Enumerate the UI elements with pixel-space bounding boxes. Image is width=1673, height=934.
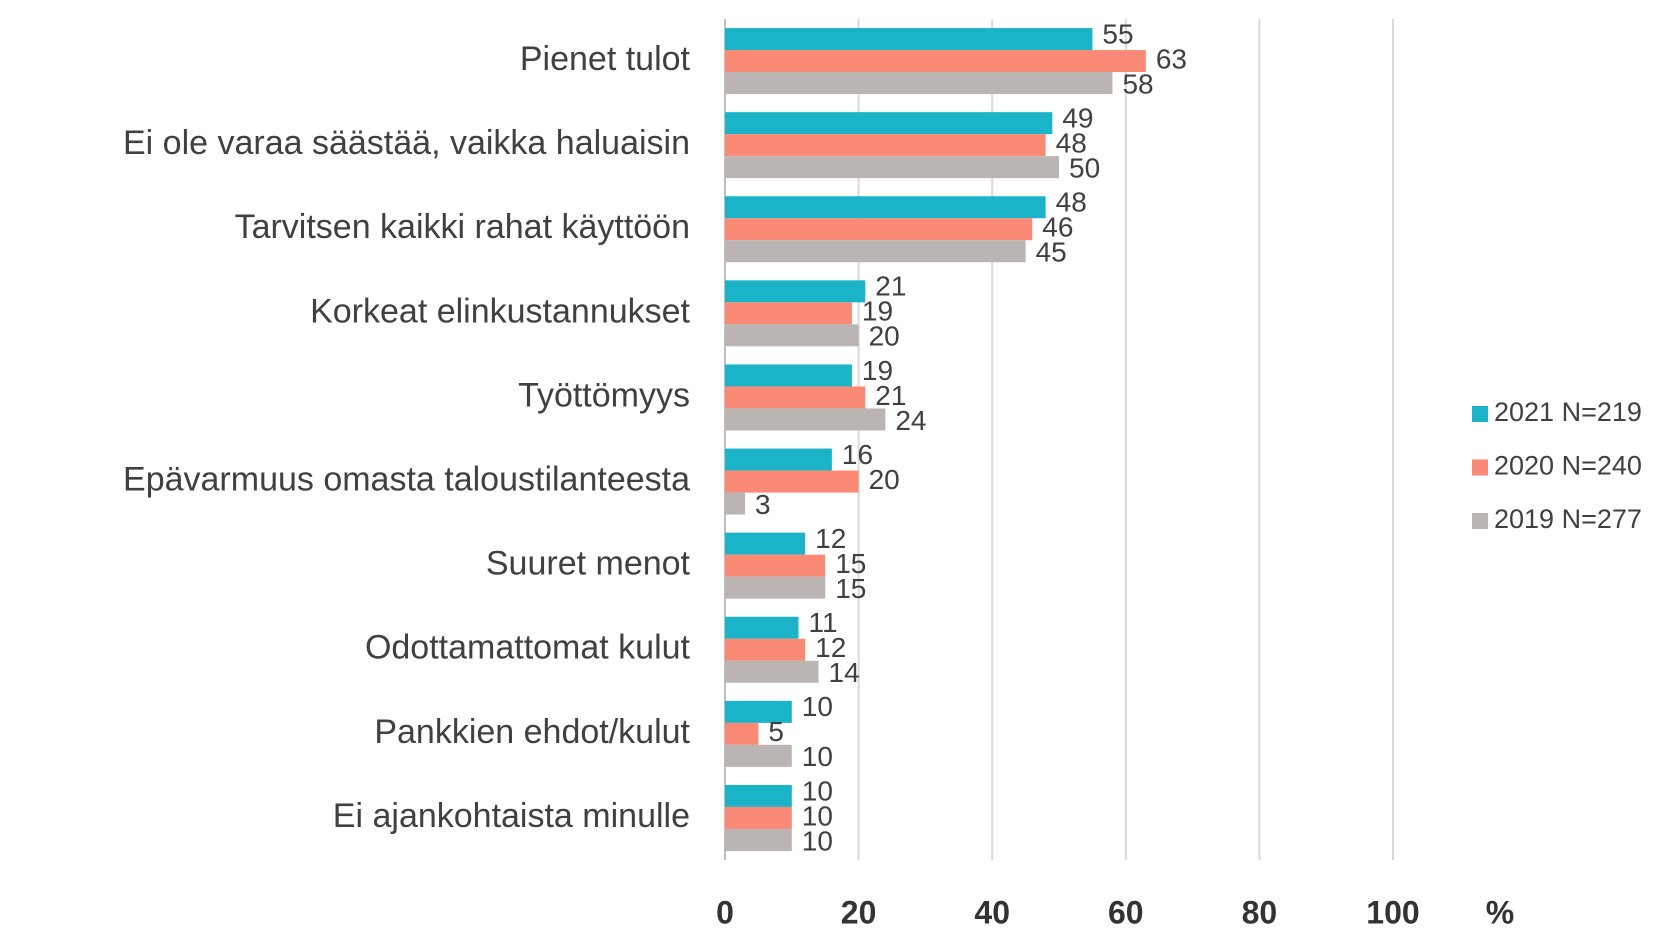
bar: [725, 386, 866, 409]
data-label: 48: [1056, 128, 1087, 159]
x-axis-label: %: [1486, 894, 1514, 930]
bar: [725, 364, 852, 387]
bar: [725, 134, 1046, 157]
x-tick-label: 20: [841, 894, 877, 930]
legend-label: 2019 N=277: [1494, 504, 1642, 534]
bar: [725, 240, 1026, 263]
data-label: 16: [842, 439, 873, 470]
data-label: 11: [808, 607, 837, 638]
bar: [725, 72, 1113, 95]
data-label: 24: [895, 405, 926, 436]
bar: [725, 470, 859, 493]
data-label: 10: [802, 800, 833, 831]
legend-label: 2020 N=240: [1494, 451, 1642, 481]
bar: [725, 492, 746, 515]
bar: [725, 50, 1146, 73]
category-label: Pankkien ehdot/kulut: [374, 713, 690, 751]
bar: [725, 638, 806, 661]
bar: [725, 156, 1059, 179]
data-label: 55: [1102, 18, 1133, 49]
bar: [725, 532, 806, 555]
bar: [725, 324, 859, 347]
data-label: 21: [875, 380, 906, 411]
data-label: 15: [835, 573, 866, 604]
category-label: Odottamattomat kulut: [365, 629, 691, 667]
bar: [725, 554, 826, 577]
legend-swatch: [1472, 406, 1488, 422]
data-label: 50: [1069, 153, 1100, 184]
bar: [725, 700, 792, 723]
data-label: 45: [1036, 237, 1067, 268]
category-label: Korkeat elinkustannukset: [310, 292, 690, 330]
x-tick-label: 0: [716, 894, 734, 930]
bar: [725, 448, 832, 471]
bar: [725, 280, 866, 303]
x-tick-label: 80: [1242, 894, 1278, 930]
category-label: Pienet tulot: [520, 40, 691, 78]
bar: [725, 616, 799, 639]
bar: [725, 784, 792, 807]
legend-swatch: [1472, 513, 1488, 529]
bar: [725, 806, 792, 829]
data-label: 46: [1042, 212, 1073, 243]
data-label: 5: [768, 716, 784, 747]
data-label: 10: [802, 775, 833, 806]
data-label: 14: [829, 657, 860, 688]
data-label: 49: [1062, 103, 1093, 134]
data-label: 20: [869, 464, 900, 495]
data-label: 3: [755, 489, 771, 520]
data-label: 12: [815, 632, 846, 663]
data-label: 19: [862, 355, 893, 386]
bar: [725, 722, 759, 745]
category-label: Epävarmuus omasta taloustilanteesta: [123, 461, 690, 499]
data-label: 10: [802, 825, 833, 856]
data-label: 20: [869, 321, 900, 352]
category-label: Suuret menot: [486, 545, 691, 583]
bar: [725, 28, 1093, 51]
data-label: 58: [1122, 68, 1153, 99]
data-label: 10: [802, 691, 833, 722]
data-label: 15: [835, 548, 866, 579]
bar: [725, 196, 1046, 219]
bar: [725, 744, 792, 767]
category-label: Tarvitsen kaikki rahat käyttöön: [235, 208, 690, 246]
category-label: Ei ajankohtaista minulle: [333, 797, 690, 835]
bar: [725, 576, 826, 599]
bar: [725, 408, 886, 431]
data-label: 12: [815, 523, 846, 554]
bar: [725, 112, 1053, 135]
data-label: 19: [862, 296, 893, 327]
legend-label: 2021 N=219: [1494, 397, 1642, 427]
x-tick-label: 60: [1108, 894, 1144, 930]
bar: [725, 828, 792, 851]
x-tick-label: 100: [1366, 894, 1419, 930]
data-label: 63: [1156, 43, 1187, 74]
data-label: 10: [802, 741, 833, 772]
category-label: Ei ole varaa säästää, vaikka haluaisin: [123, 124, 690, 162]
bar: [725, 218, 1033, 241]
category-label: Työttömyys: [518, 376, 690, 414]
legend-swatch: [1472, 459, 1488, 476]
data-label: 48: [1056, 187, 1087, 218]
data-label: 21: [875, 271, 906, 302]
x-tick-label: 40: [974, 894, 1010, 930]
bar: [725, 302, 852, 325]
bar: [725, 660, 819, 683]
